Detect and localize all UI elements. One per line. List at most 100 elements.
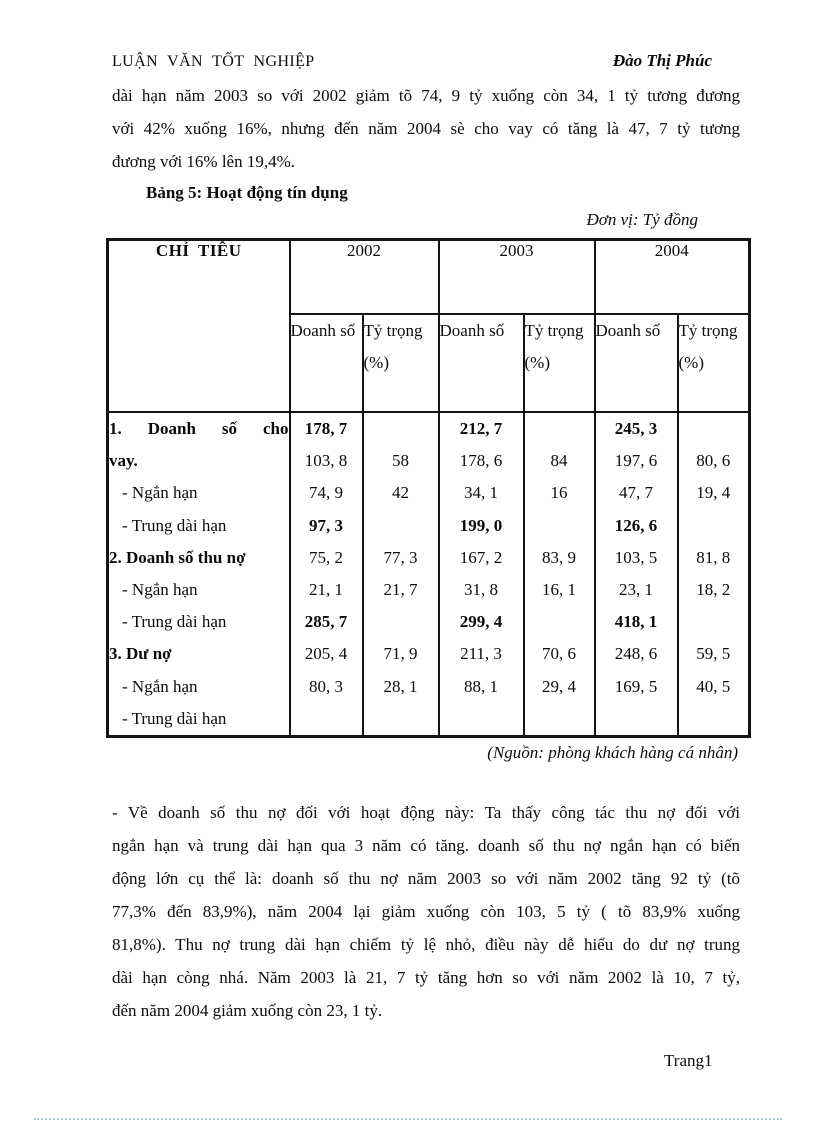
cell-value: 80, 3 [309, 676, 343, 696]
cell-value [525, 703, 594, 735]
header-cell-doanh-so: Doanh số [437, 313, 525, 413]
header-cell-chi-tieu: CHỈ TIÊU [106, 238, 291, 413]
row-label: - Trung dài hạn [122, 612, 227, 632]
cell-value [525, 606, 594, 638]
table-caption: Bảng 5: Hoạt động tín dụng [146, 183, 348, 202]
cell-value [364, 606, 438, 638]
source-note: (Nguồn: phòng khách hàng cá nhân) [487, 742, 738, 762]
text-line: dài hạn còng nhá. Năm 2003 là 21, 7 tỷ t… [112, 967, 740, 987]
cell-value: 16, 1 [542, 579, 576, 599]
header-cell-ty-trong: Tỷ trọng (%) [676, 313, 751, 413]
body-cell-values: 84 16 83, 9 16, 1 70, 6 29, 4 [522, 410, 596, 738]
cell-value: 178, 6 [459, 451, 503, 471]
cell-value [679, 413, 749, 445]
header-author: Đào Thị Phúc [612, 51, 712, 70]
header-cell-year: 2004 [593, 238, 751, 315]
cell-value: 19, 4 [696, 483, 731, 503]
cell-value: 299, 4 [459, 612, 503, 632]
cell-value: 83, 9 [542, 547, 576, 567]
header-cell-ty-trong: Tỷ trọng (%) [522, 313, 596, 413]
cell-value: 197, 6 [614, 451, 658, 471]
cell-value: 80, 6 [696, 451, 731, 471]
cell-value: 199, 0 [459, 515, 503, 535]
cell-value [525, 510, 594, 542]
cell-value [596, 703, 677, 735]
text-line: 81,8%). Thu nợ trung dài hạn chiếm tỷ lệ… [112, 934, 740, 954]
cell-value [364, 703, 438, 735]
body-paragraph: - Về doanh số thu nợ đối với hoạt động n… [112, 796, 740, 1027]
cell-value: 88, 1 [464, 676, 498, 696]
row-label: - Ngắn hạn [122, 483, 198, 503]
cell-value: 103, 8 [304, 451, 348, 471]
text-line: đương với 16% lên 19,4%. [112, 152, 296, 171]
cell-value: 59, 5 [696, 644, 731, 664]
cell-value: 212, 7 [459, 419, 503, 438]
body-cell-values: 245, 3 197, 6 47, 7 126, 6 103, 5 23, 1 418, 1… [593, 410, 679, 738]
cell-value: 211, 3 [460, 644, 502, 664]
intro-paragraph: dài hạn năm 2003 so với 2002 giảm tõ 74,… [112, 79, 740, 178]
cell-value: 40, 5 [696, 676, 731, 696]
cell-value [291, 703, 362, 735]
row-label: vay. [109, 451, 138, 471]
cell-value: 103, 5 [614, 547, 658, 567]
header-cell-year: 2002 [288, 238, 440, 315]
cell-value [364, 413, 438, 445]
cell-value [525, 413, 594, 445]
cell-value: 29, 4 [542, 676, 576, 696]
cell-value: 28, 1 [383, 676, 418, 696]
cell-value: 58 [392, 451, 409, 471]
cell-value: 167, 2 [459, 547, 503, 567]
cell-value: 97, 3 [309, 515, 343, 535]
cell-value: 77, 3 [383, 547, 418, 567]
cell-value: 75, 2 [309, 547, 343, 567]
cell-value: 23, 1 [619, 579, 653, 599]
row-label: - Trung dài hạn [122, 708, 227, 728]
cell-value [440, 703, 523, 735]
text-line: 77,3% đến 83,9%), năm 2004 lại giảm xuốn… [112, 901, 740, 921]
cell-value: 21, 1 [309, 579, 343, 599]
cell-value: 169, 5 [614, 676, 658, 696]
cell-value: 42 [392, 483, 409, 503]
body-cell-values: 212, 7 178, 6 34, 1 199, 0 167, 2 31, 8 299, 4… [437, 410, 525, 738]
text-line: - Về doanh số thu nợ đối với hoạt động n… [112, 802, 740, 822]
cell-value: 205, 4 [304, 644, 348, 664]
row-label: 2. Doanh số thu nợ [109, 547, 246, 567]
body-cell-values: 58 42 77, 3 21, 7 71, 9 28, 1 [361, 410, 440, 738]
cell-value: 418, 1 [614, 612, 658, 632]
cell-value: 18, 2 [696, 579, 731, 599]
row-label: - Trung dài hạn [122, 515, 227, 535]
body-cell-labels: 1. Doanh số cho vay. - Ngắn hạn - Trung dài… [106, 410, 291, 738]
header-title: LUẬN VĂN TỐT NGHIỆP [112, 53, 315, 70]
cell-value: 178, 7 [304, 419, 348, 438]
cell-value: 16 [550, 483, 568, 503]
cell-value: 285, 7 [304, 612, 348, 632]
cell-value: 84 [550, 451, 568, 471]
header-cell-year: 2003 [437, 238, 596, 315]
credit-activity-table: CHỈ TIÊU 2002 2003 2004 Doanh số Tỷ trọng (%)… [106, 238, 751, 738]
document-header: LUẬN VĂN TỐT NGHIỆP Đào Thị Phúc [112, 50, 740, 73]
cell-value: 74, 9 [309, 483, 343, 503]
text-line: dài hạn năm 2003 so với 2002 giảm tõ 74,… [112, 86, 740, 105]
cell-value: 31, 8 [464, 579, 498, 599]
header-cell-ty-trong: Tỷ trọng (%) [361, 313, 440, 413]
header-cell-doanh-so: Doanh số [593, 313, 679, 413]
row-label: - Ngắn hạn [122, 579, 198, 599]
text-line: với 42% xuống 16%, nhưng đến năm 2004 sè… [112, 119, 740, 138]
row-label: - Ngắn hạn [122, 676, 198, 696]
cell-value [679, 606, 749, 638]
page-number: Trang1 [664, 1051, 713, 1070]
body-cell-values: 80, 6 19, 4 81, 8 18, 2 59, 5 40, 5 [676, 410, 751, 738]
unit-note: Đơn vị: Tỷ đồng [586, 210, 698, 229]
row-label: 3. Dư nợ [109, 644, 172, 664]
text-line: ngắn hạn và trung dài hạn qua 3 năm có t… [112, 835, 740, 855]
cell-value: 47, 7 [619, 483, 653, 503]
cell-value: 126, 6 [614, 515, 658, 535]
text-line: đến năm 2004 giảm xuống còn 23, 1 tỷ. [112, 1000, 383, 1020]
row-label: 1. Doanh số cho [109, 419, 289, 438]
page-bottom-divider [34, 1118, 782, 1120]
cell-value [679, 510, 749, 542]
page-content: LUẬN VĂN TỐT NGHIỆP Đào Thị Phúc dài hạn… [106, 50, 751, 1027]
cell-value: 71, 9 [383, 644, 418, 664]
cell-value: 248, 6 [614, 644, 658, 664]
